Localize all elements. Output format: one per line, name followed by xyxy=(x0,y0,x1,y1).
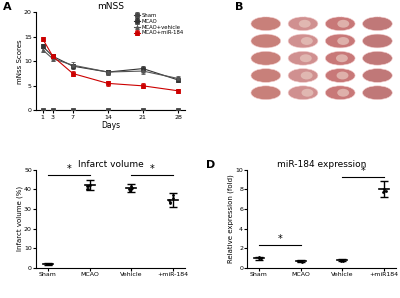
Point xyxy=(128,187,134,192)
Title: miR-184 expression: miR-184 expression xyxy=(277,160,366,169)
Point xyxy=(340,258,346,263)
Point xyxy=(46,262,52,267)
Ellipse shape xyxy=(299,20,311,28)
Point xyxy=(338,258,344,263)
Text: *: * xyxy=(150,164,154,173)
Legend: Sham, MCAO, MCAO+vehicle, MCAO+miR-184: Sham, MCAO, MCAO+vehicle, MCAO+miR-184 xyxy=(134,13,184,35)
Point xyxy=(381,187,388,192)
Ellipse shape xyxy=(288,69,318,82)
Ellipse shape xyxy=(288,34,318,48)
Point xyxy=(85,184,92,189)
Ellipse shape xyxy=(251,69,281,82)
Point xyxy=(294,259,301,263)
Ellipse shape xyxy=(336,54,348,62)
Point xyxy=(258,255,264,260)
Text: A: A xyxy=(3,2,12,12)
Point xyxy=(338,257,344,262)
Title: mNSS: mNSS xyxy=(97,2,124,11)
Point xyxy=(257,256,264,260)
Ellipse shape xyxy=(325,34,355,48)
Point xyxy=(380,190,386,194)
Y-axis label: mNss Scores: mNss Scores xyxy=(16,39,22,83)
Point xyxy=(46,262,52,266)
Point xyxy=(383,188,389,193)
Ellipse shape xyxy=(362,86,392,100)
Point xyxy=(298,259,304,264)
Ellipse shape xyxy=(325,86,355,100)
Point xyxy=(256,255,262,260)
Ellipse shape xyxy=(362,17,392,31)
Point xyxy=(48,262,54,267)
Ellipse shape xyxy=(337,89,349,97)
X-axis label: Days: Days xyxy=(101,121,120,130)
Point xyxy=(170,193,177,198)
Ellipse shape xyxy=(288,17,318,31)
Point xyxy=(44,261,50,266)
Text: *: * xyxy=(66,164,71,173)
Ellipse shape xyxy=(251,86,281,100)
Ellipse shape xyxy=(362,34,392,48)
Ellipse shape xyxy=(302,89,313,97)
Point xyxy=(44,262,50,266)
Ellipse shape xyxy=(251,51,281,65)
Point xyxy=(256,256,262,261)
Text: +miR-184: +miR-184 xyxy=(364,13,391,18)
Ellipse shape xyxy=(325,17,355,31)
Ellipse shape xyxy=(251,34,281,48)
Point xyxy=(128,184,135,188)
Text: MCAO: MCAO xyxy=(295,13,311,18)
Ellipse shape xyxy=(337,37,349,45)
Ellipse shape xyxy=(325,51,355,65)
Text: Sham: Sham xyxy=(258,13,274,18)
Point xyxy=(167,199,174,204)
Title: Infarct volume: Infarct volume xyxy=(78,160,143,169)
Ellipse shape xyxy=(288,86,318,100)
Point xyxy=(87,183,93,187)
Point xyxy=(166,198,172,203)
Y-axis label: Relative expression (fold): Relative expression (fold) xyxy=(228,175,234,263)
Point xyxy=(298,260,305,265)
Ellipse shape xyxy=(288,51,318,65)
Ellipse shape xyxy=(301,72,313,80)
Ellipse shape xyxy=(336,72,348,80)
Text: *: * xyxy=(278,234,282,243)
Point xyxy=(129,186,135,191)
Ellipse shape xyxy=(251,17,281,31)
Text: D: D xyxy=(206,160,215,170)
Text: *: * xyxy=(361,166,366,176)
Point xyxy=(83,187,90,191)
Text: Vehicle: Vehicle xyxy=(331,13,350,18)
Ellipse shape xyxy=(362,51,392,65)
Point xyxy=(127,188,133,193)
Point xyxy=(381,188,388,193)
Point xyxy=(339,258,345,263)
Text: B: B xyxy=(235,2,244,12)
Point xyxy=(167,201,174,206)
Ellipse shape xyxy=(325,69,355,82)
Point xyxy=(298,259,304,264)
Ellipse shape xyxy=(337,20,349,28)
Y-axis label: Infarct volume (%): Infarct volume (%) xyxy=(16,186,22,252)
Ellipse shape xyxy=(300,54,312,62)
Point xyxy=(126,186,132,191)
Point xyxy=(84,187,91,192)
Ellipse shape xyxy=(301,37,313,45)
Ellipse shape xyxy=(362,69,392,82)
Point xyxy=(170,195,177,200)
Point xyxy=(84,184,90,189)
